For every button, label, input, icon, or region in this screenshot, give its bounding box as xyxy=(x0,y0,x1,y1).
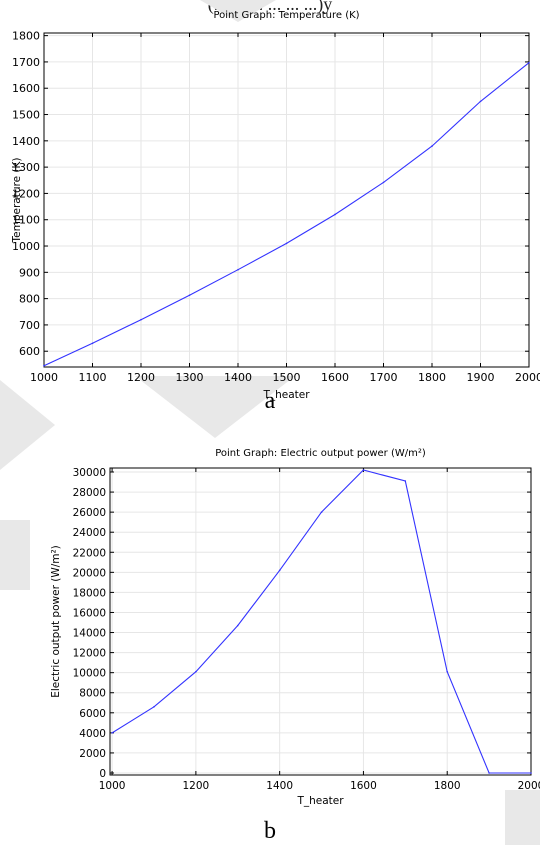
data-point xyxy=(91,342,94,345)
y-tick-label: 1400 xyxy=(12,135,40,148)
x-tick-label: 2000 xyxy=(515,371,540,384)
data-point xyxy=(362,469,365,471)
watermark-triangle-mid xyxy=(135,376,295,438)
data-point xyxy=(382,181,385,184)
data-point xyxy=(140,318,142,321)
y-tick-label: 6000 xyxy=(79,708,106,720)
x-tick-label: 1200 xyxy=(127,371,155,384)
data-point xyxy=(285,242,288,245)
y-tick-label: 12000 xyxy=(73,648,106,660)
y-tick-label: 1500 xyxy=(12,109,40,122)
data-point xyxy=(431,145,433,147)
watermark-bar-right xyxy=(505,790,540,845)
y-tick-label: 1700 xyxy=(12,56,40,69)
plot-frame xyxy=(109,467,532,776)
chart-title: Point Graph: Temperature (K) xyxy=(213,10,359,21)
x-tick-label: 1400 xyxy=(266,780,293,792)
y-tick-label: 1600 xyxy=(12,82,40,95)
x-tick-label: 1400 xyxy=(224,371,252,384)
x-tick-label: 1600 xyxy=(321,371,349,384)
y-tick-label: 18000 xyxy=(73,587,106,599)
x-tick-label: 1800 xyxy=(434,780,461,792)
data-point xyxy=(404,480,407,482)
chart-2: 1000120014001600180020000200040006000800… xyxy=(50,448,540,807)
data-point xyxy=(43,364,45,367)
data-point xyxy=(111,732,113,734)
x-tick-label: 1000 xyxy=(99,780,126,792)
x-axis-label: T_heater xyxy=(296,795,344,807)
watermark-triangle-top xyxy=(200,0,276,22)
y-tick-label: 22000 xyxy=(73,547,106,559)
y-axis-label: Temperature (K) xyxy=(11,158,23,244)
y-tick-label: 1300 xyxy=(12,161,40,174)
watermark-triangle-left xyxy=(0,380,55,470)
y-tick-label: 26000 xyxy=(73,507,106,519)
y-tick-label: 4000 xyxy=(79,728,106,740)
data-point xyxy=(479,100,482,103)
y-tick-label: 16000 xyxy=(73,607,106,619)
x-tick-label: 1900 xyxy=(467,371,495,384)
y-tick-label: 0 xyxy=(99,768,106,780)
data-point xyxy=(188,294,191,297)
y-tick-label: 1000 xyxy=(12,240,40,253)
y-tick-label: 8000 xyxy=(79,688,106,700)
data-point xyxy=(195,670,197,673)
y-tick-label: 30000 xyxy=(73,467,106,479)
x-tick-label: 2000 xyxy=(518,780,540,792)
x-tick-label: 1100 xyxy=(79,371,107,384)
y-tick-label: 10000 xyxy=(73,668,106,680)
data-point xyxy=(446,670,449,673)
data-point xyxy=(278,569,281,572)
y-tick-label: 2000 xyxy=(79,748,106,760)
x-axis-label: T_heater xyxy=(262,389,310,401)
chart-title: Point Graph: Electric output power (W/m²… xyxy=(215,448,426,459)
caption-b: b xyxy=(264,818,276,844)
y-tick-label: 1800 xyxy=(12,30,40,43)
y-tick-label: 700 xyxy=(19,319,40,332)
x-tick-label: 1200 xyxy=(183,780,210,792)
data-point xyxy=(153,705,155,708)
data-point xyxy=(488,772,490,774)
y-tick-label: 20000 xyxy=(73,567,106,579)
chart-1: 1000 1100 1200 1300 1400 1500 1600 1700 1800 1900… xyxy=(11,10,540,401)
y-tick-label: 1200 xyxy=(12,187,40,200)
caption-a: a xyxy=(264,388,276,414)
x-tick-label: 1800 xyxy=(418,371,446,384)
x-tick-label: 1700 xyxy=(370,371,398,384)
data-point xyxy=(320,511,323,513)
y-tick-label: 28000 xyxy=(73,487,106,499)
x-tick-label: 1600 xyxy=(350,780,377,792)
watermark-bar-left xyxy=(0,520,30,590)
data-point xyxy=(334,213,336,216)
y-tick-label: 800 xyxy=(19,293,40,306)
series-line xyxy=(111,469,531,774)
y-tick-label: 900 xyxy=(19,266,40,279)
y-axis-label: Electric output power (W/m²) xyxy=(50,545,62,698)
data-point xyxy=(528,61,530,64)
x-tick-label: 1300 xyxy=(176,371,204,384)
x-tick-label: 1500 xyxy=(273,371,301,384)
y-tick-label: 14000 xyxy=(73,628,106,640)
y-tick-label: 1100 xyxy=(12,214,40,227)
y-tick-label: 24000 xyxy=(73,527,106,539)
y-tick-label: 600 xyxy=(19,345,40,358)
data-point xyxy=(237,268,239,271)
data-point xyxy=(236,624,239,627)
data-point xyxy=(530,772,532,774)
x-tick-label: 1000 xyxy=(30,371,58,384)
